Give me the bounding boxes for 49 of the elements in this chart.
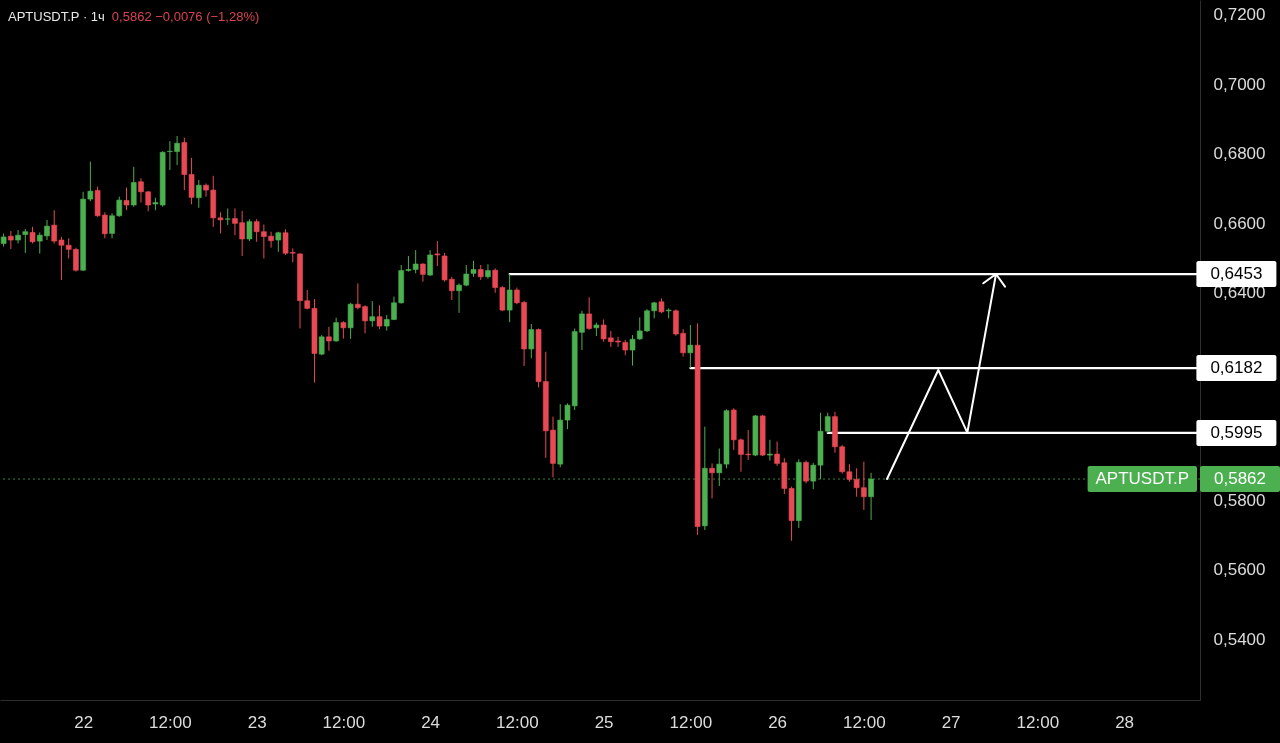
y-tick-label: 0,5800 bbox=[1213, 491, 1266, 511]
x-tick-label: 12:00 bbox=[669, 712, 713, 732]
data-label: 0,5995 bbox=[1210, 422, 1263, 442]
x-tick-label: 25 bbox=[594, 712, 614, 732]
candlestick bbox=[196, 179, 202, 209]
candlestick bbox=[8, 230, 14, 250]
candlestick bbox=[246, 218, 253, 242]
candlestick bbox=[123, 187, 130, 211]
candlestick bbox=[586, 296, 592, 331]
candlestick bbox=[427, 249, 433, 277]
x-tick-label: 26 bbox=[768, 712, 788, 732]
x-tick-label: 12:00 bbox=[322, 712, 366, 732]
candlestick bbox=[709, 462, 715, 499]
candlestick bbox=[333, 317, 339, 343]
x-tick-label: 12:00 bbox=[149, 712, 192, 732]
x-tick-label: 12:00 bbox=[496, 712, 539, 732]
candlestick bbox=[506, 273, 513, 323]
y-tick-label: 0,5400 bbox=[1213, 629, 1266, 649]
annotation: APTUSDT.P bbox=[1095, 469, 1190, 489]
candlestick bbox=[130, 166, 137, 208]
text: 0,5862 −0,0076 (−1,28%) bbox=[111, 9, 260, 24]
y-tick-label: 0,6600 bbox=[1213, 213, 1266, 233]
candlestick bbox=[22, 228, 29, 254]
text: APTUSDT.P · 1ч bbox=[8, 9, 105, 24]
candlestick bbox=[369, 300, 376, 328]
data-label: 0,6182 bbox=[1210, 358, 1263, 378]
candlestick bbox=[687, 324, 694, 369]
candlestick bbox=[420, 262, 426, 283]
candlestick bbox=[326, 326, 332, 352]
x-tick-label: 24 bbox=[421, 712, 441, 732]
candlestick bbox=[528, 323, 535, 359]
x-tick-label: 27 bbox=[941, 712, 961, 732]
x-tick-label: 23 bbox=[247, 712, 267, 732]
candlestick bbox=[376, 304, 383, 330]
y-tick-label: 0,7000 bbox=[1213, 74, 1266, 94]
ref-line-label: 0,5862 bbox=[1214, 469, 1266, 489]
x-tick-label: 12:00 bbox=[1016, 712, 1060, 732]
x-tick-label: 22 bbox=[74, 712, 94, 732]
candlestick bbox=[767, 439, 773, 462]
candlestick bbox=[803, 460, 809, 484]
candlestick bbox=[485, 263, 491, 280]
y-tick-label: 0,6800 bbox=[1213, 144, 1266, 164]
candlestick bbox=[15, 229, 21, 245]
candlestick bbox=[347, 302, 354, 340]
y-tick-label: 0,5600 bbox=[1213, 560, 1266, 580]
x-tick-label: 28 bbox=[1115, 712, 1135, 732]
data-label: 0,6453 bbox=[1210, 264, 1263, 284]
x-tick-label: 12:00 bbox=[843, 712, 886, 732]
y-tick-label: 0,7200 bbox=[1213, 5, 1266, 25]
